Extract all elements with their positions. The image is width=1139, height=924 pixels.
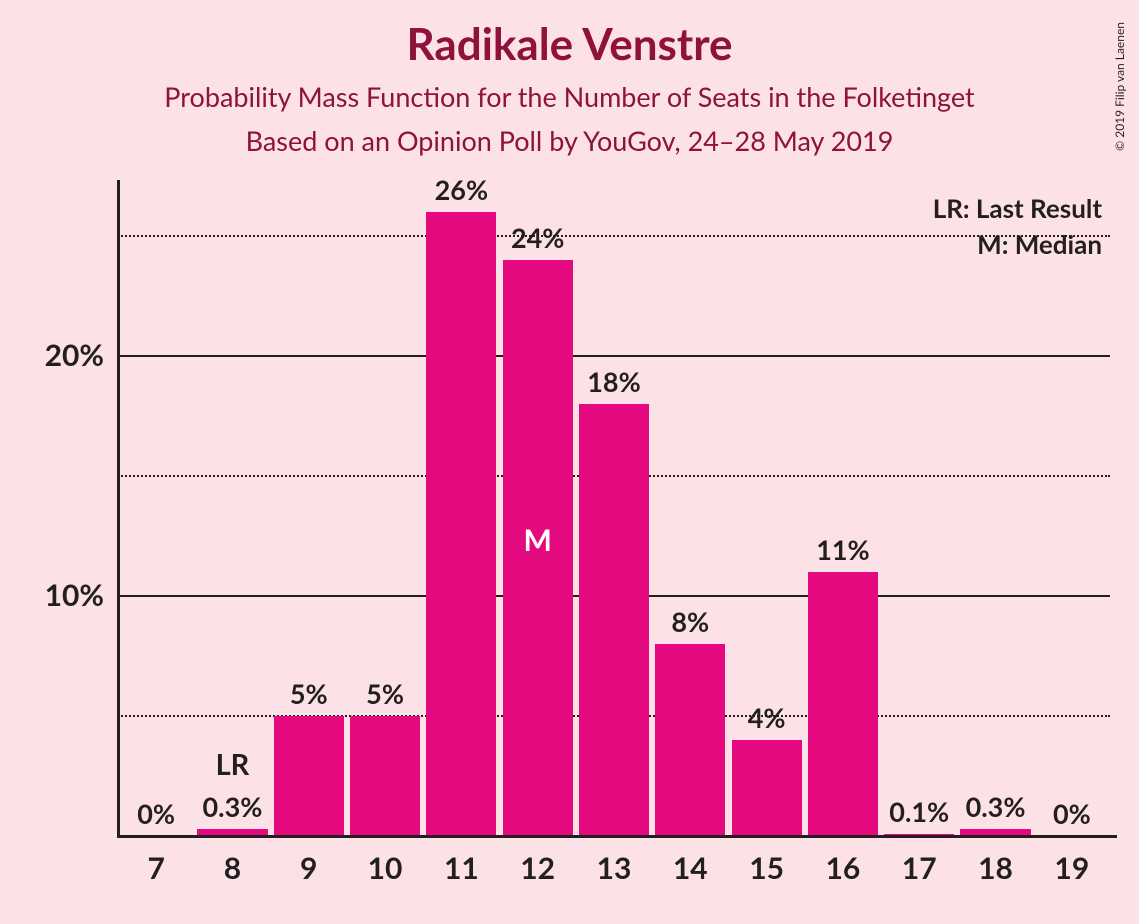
bar-value-label: 24% [500, 221, 576, 254]
x-tick-label: 9 [271, 850, 347, 886]
bar [579, 404, 649, 836]
x-axis [117, 835, 1117, 838]
x-tick-label: 10 [347, 850, 423, 886]
median-marker: M [503, 522, 573, 558]
bar [808, 572, 878, 836]
chart-subtitle-1: Probability Mass Function for the Number… [0, 80, 1139, 113]
bar [426, 212, 496, 836]
bar-value-label: 0% [1034, 797, 1110, 830]
x-tick-label: 19 [1034, 850, 1110, 886]
bar [274, 716, 344, 836]
gridline-major [118, 355, 1110, 357]
x-tick-label: 15 [728, 850, 804, 886]
x-tick-label: 16 [805, 850, 881, 886]
bar-value-label: 0% [118, 797, 194, 830]
legend-median: M: Median [977, 228, 1102, 260]
x-tick-label: 13 [576, 850, 652, 886]
bar-value-label: 5% [347, 677, 423, 710]
legend-last-result: LR: Last Result [933, 192, 1102, 224]
x-tick-label: 8 [194, 850, 270, 886]
bar-value-label: 0.1% [881, 795, 957, 828]
chart-title: Radikale Venstre [0, 18, 1139, 70]
x-tick-label: 14 [652, 850, 728, 886]
y-axis [117, 180, 120, 836]
y-tick-label: 10% [14, 577, 104, 613]
plot-area: 10%20%0%70.3%8LR5%95%1026%1124%12M18%138… [118, 188, 1110, 836]
bar-value-label: 0.3% [194, 790, 270, 823]
last-result-marker: LR [194, 747, 270, 782]
gridline-minor [118, 235, 1110, 237]
bar-value-label: 8% [652, 605, 728, 638]
x-tick-label: 11 [423, 850, 499, 886]
y-tick-label: 20% [14, 337, 104, 373]
x-tick-label: 17 [881, 850, 957, 886]
bar [350, 716, 420, 836]
chart-subtitle-2: Based on an Opinion Poll by YouGov, 24–2… [0, 124, 1139, 157]
bar-value-label: 0.3% [957, 790, 1033, 823]
bar-value-label: 26% [423, 173, 499, 206]
bar [655, 644, 725, 836]
x-tick-label: 18 [957, 850, 1033, 886]
bar [732, 740, 802, 836]
copyright-text: © 2019 Filip van Laenen [1112, 22, 1127, 151]
chart-canvas: Radikale Venstre Probability Mass Functi… [0, 0, 1139, 924]
bar-value-label: 5% [271, 677, 347, 710]
bar-value-label: 4% [728, 701, 804, 734]
x-tick-label: 12 [500, 850, 576, 886]
bar-value-label: 18% [576, 365, 652, 398]
bar-value-label: 11% [805, 533, 881, 566]
x-tick-label: 7 [118, 850, 194, 886]
